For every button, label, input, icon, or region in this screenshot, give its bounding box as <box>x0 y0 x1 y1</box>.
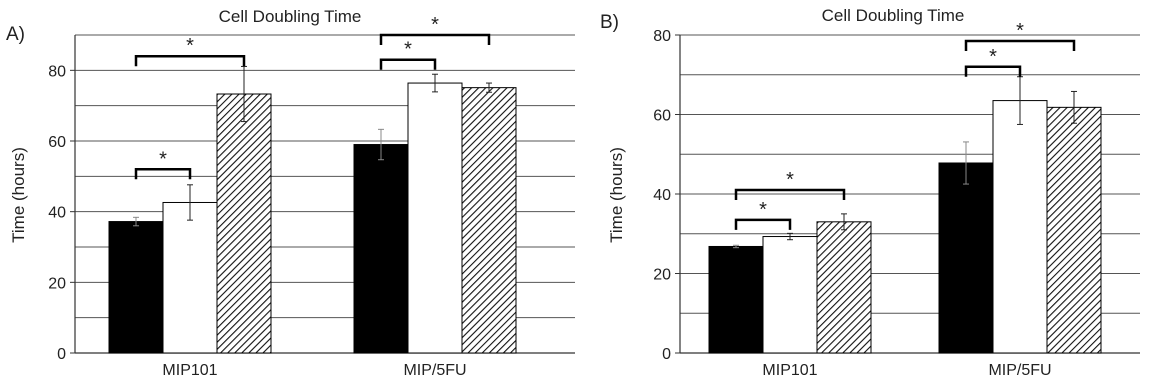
bar-a-white-0 <box>162 201 218 354</box>
y-tick-label-b: 40 <box>653 187 671 204</box>
significance-star-a: * <box>404 39 412 61</box>
bar-b-white-1 <box>992 100 1048 354</box>
panel-label-b: B) <box>600 12 619 33</box>
bar-a-black-0 <box>108 221 164 354</box>
y-axis-label-b: Time (hours) <box>607 147 626 243</box>
significance-bracket-a <box>379 58 437 70</box>
plot-a: 0 20 40 60 80 MIP101 MIP/5FU * * * * <box>48 14 575 379</box>
x-tick-label-b: MIP101 <box>762 362 817 379</box>
y-tick-label-b: 60 <box>653 108 671 125</box>
bar-b-white-0 <box>762 236 818 354</box>
y-tick-label-b: 20 <box>653 267 671 284</box>
significance-star-a: * <box>159 148 167 170</box>
significance-star-b: * <box>989 46 997 68</box>
panel-b: B) Cell Doubling Time Time (hours) 0 20 40… <box>600 6 1140 379</box>
significance-bracket-b <box>734 188 846 201</box>
x-tick-label-b: MIP/5FU <box>988 362 1051 379</box>
significance-star-a: * <box>186 35 194 57</box>
x-tick-label-a: MIP/5FU <box>403 362 466 379</box>
bar-a-hatched-1 <box>461 87 517 354</box>
significance-bracket-a <box>134 54 246 67</box>
significance-bracket-b <box>734 218 792 230</box>
significance-star-a: * <box>431 14 439 36</box>
significance-star-b: * <box>759 199 767 221</box>
significance-bracket-b <box>964 65 1022 77</box>
x-tick-label-a: MIP101 <box>162 362 217 379</box>
y-tick-label-a: 0 <box>57 346 66 363</box>
panel-a: A) Cell Doubling Time Time (hours) 0 20 40… <box>6 7 575 379</box>
bar-b-hatched-0 <box>816 221 872 354</box>
significance-bracket-a <box>379 33 491 45</box>
significance-bracket-b <box>964 39 1076 51</box>
bar-b-black-0 <box>708 245 764 354</box>
y-tick-label-a: 80 <box>48 63 66 80</box>
y-tick-label-a: 60 <box>48 134 66 151</box>
significance-star-b: * <box>1016 20 1024 42</box>
y-tick-label-b: 0 <box>662 346 671 363</box>
panel-label-a: A) <box>6 24 25 45</box>
y-tick-label-a: 20 <box>48 275 66 292</box>
bar-b-black-1 <box>938 162 994 354</box>
chart-title-b: Cell Doubling Time <box>822 6 965 25</box>
bar-a-white-1 <box>407 82 463 354</box>
y-axis-label-a: Time (hours) <box>9 147 28 243</box>
bar-b-hatched-1 <box>1046 106 1102 354</box>
y-tick-label-b: 80 <box>653 28 671 45</box>
significance-star-b: * <box>786 169 794 191</box>
y-tick-label-a: 40 <box>48 205 66 222</box>
significance-bracket-a <box>134 168 192 180</box>
bar-a-black-1 <box>353 144 409 354</box>
bar-a-hatched-0 <box>216 93 272 354</box>
plot-b: 0 20 40 60 80 MIP101 MIP/5FU * * * * <box>653 20 1140 379</box>
chart-title-a: Cell Doubling Time <box>219 7 362 26</box>
